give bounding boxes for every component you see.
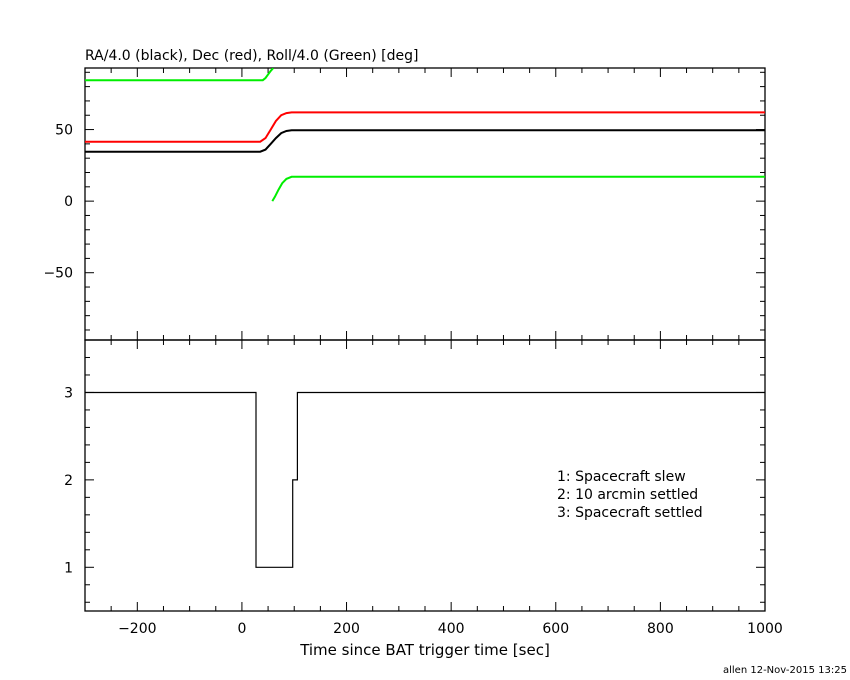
x-tick-label: 600 [542, 621, 569, 637]
x-tick-label: −200 [118, 621, 156, 637]
legend-item-2: 2: 10 arcmin settled [557, 487, 698, 503]
top-series-2 [85, 68, 275, 82]
legend-item-3: 3: Spacecraft settled [557, 505, 703, 521]
x-tick-label: 1000 [747, 621, 783, 637]
top-frame [84, 67, 766, 341]
x-tick-label: 400 [438, 621, 465, 637]
bottom-y-tick-label: 1 [64, 560, 73, 576]
top-series-1 [85, 111, 765, 143]
bottom-y-tick-label: 3 [64, 385, 73, 401]
top-panel-title: RA/4.0 (black), Dec (red), Roll/4.0 (Gre… [85, 48, 418, 64]
top-series-3 [271, 175, 765, 202]
x-tick-label: 800 [647, 621, 674, 637]
legend-item-1: 1: Spacecraft slew [557, 469, 686, 485]
top-series-0 [85, 129, 765, 153]
x-axis-label: Time since BAT trigger time [sec] [299, 641, 550, 659]
attitude-panel: −50 0 50 [43, 67, 766, 341]
top-y-tick-label: −50 [43, 266, 73, 282]
x-tick-label: 200 [333, 621, 360, 637]
settle-status-panel: −200 0 200 400 600 800 1000 1 2 3 [64, 339, 783, 637]
top-y-tick-label: 50 [55, 123, 73, 139]
top-y-tick-label: 0 [64, 194, 73, 210]
bottom-y-tick-label: 2 [64, 473, 73, 489]
bottom-series-0 [85, 391, 765, 568]
x-tick-label: 0 [237, 621, 246, 637]
footer-stamp: allen 12-Nov-2015 13:25 [723, 665, 847, 676]
